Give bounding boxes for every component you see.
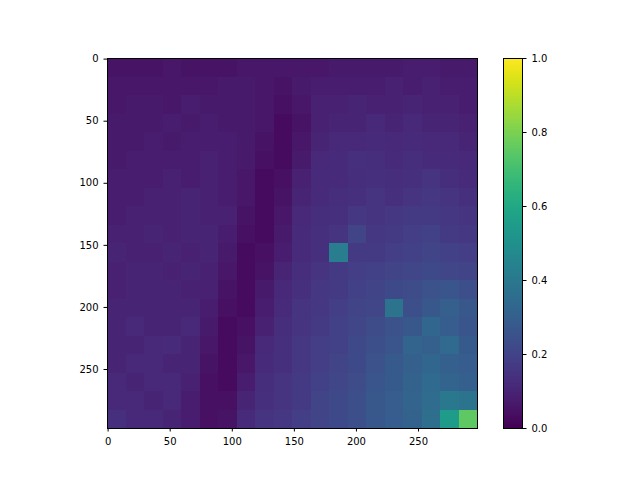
- svg-text:0.0: 0.0: [532, 423, 548, 434]
- svg-text:150: 150: [79, 240, 98, 251]
- svg-text:0: 0: [92, 53, 98, 64]
- svg-text:0.2: 0.2: [532, 349, 548, 360]
- svg-text:200: 200: [347, 436, 366, 447]
- svg-text:250: 250: [409, 436, 428, 447]
- svg-text:50: 50: [164, 436, 177, 447]
- svg-text:100: 100: [223, 436, 242, 447]
- svg-text:1.0: 1.0: [532, 53, 548, 64]
- svg-text:50: 50: [86, 115, 99, 126]
- svg-text:200: 200: [79, 302, 98, 313]
- svg-text:150: 150: [285, 436, 304, 447]
- svg-text:0.6: 0.6: [532, 201, 548, 212]
- svg-text:0: 0: [105, 436, 111, 447]
- svg-text:250: 250: [79, 364, 98, 375]
- svg-text:0.8: 0.8: [532, 127, 548, 138]
- svg-text:100: 100: [79, 177, 98, 188]
- svg-text:0.4: 0.4: [532, 275, 548, 286]
